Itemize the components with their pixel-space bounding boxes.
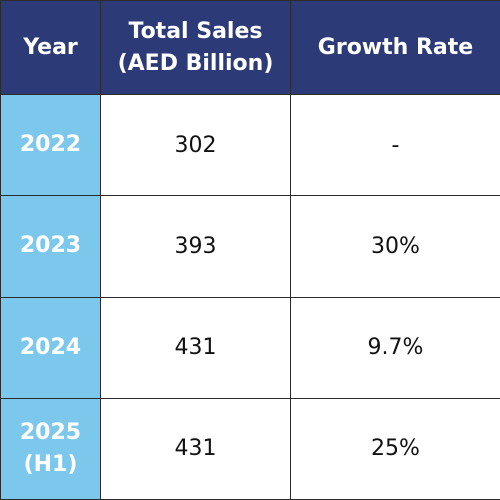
table-row: 2024 431 9.7%: [0, 296, 500, 399]
growth-cell: 9.7%: [290, 296, 500, 399]
year-cell: 2022: [0, 93, 101, 197]
year-period: (H1): [23, 451, 78, 477]
table-row: 2023 393 30%: [0, 195, 500, 298]
sales-cell: 431: [100, 296, 291, 399]
growth-cell: -: [290, 93, 500, 197]
year-cell: 2023: [0, 195, 101, 298]
header-growth-rate: Growth Rate: [290, 0, 500, 95]
year-cell: 2024: [0, 296, 101, 399]
sales-cell: 431: [100, 397, 291, 500]
year-value: 2023: [19, 233, 82, 259]
table-row: 2025 (H1) 431 25%: [0, 397, 500, 500]
growth-cell: 30%: [290, 195, 500, 298]
sales-cell: 302: [100, 93, 291, 197]
year-cell: 2025 (H1): [0, 397, 101, 500]
header-total-sales-line2: (AED Billion): [117, 50, 274, 76]
header-row: Year Total Sales (AED Billion) Growth Ra…: [0, 0, 500, 95]
year-value: 2025: [19, 419, 82, 445]
header-total-sales-line1: Total Sales: [128, 18, 263, 44]
year-value: 2024: [19, 334, 82, 360]
table-row: 2022 302 -: [0, 93, 500, 197]
header-total-sales: Total Sales (AED Billion): [100, 0, 291, 95]
year-value: 2022: [19, 132, 82, 158]
header-year: Year: [0, 0, 101, 95]
growth-cell: 25%: [290, 397, 500, 500]
sales-cell: 393: [100, 195, 291, 298]
